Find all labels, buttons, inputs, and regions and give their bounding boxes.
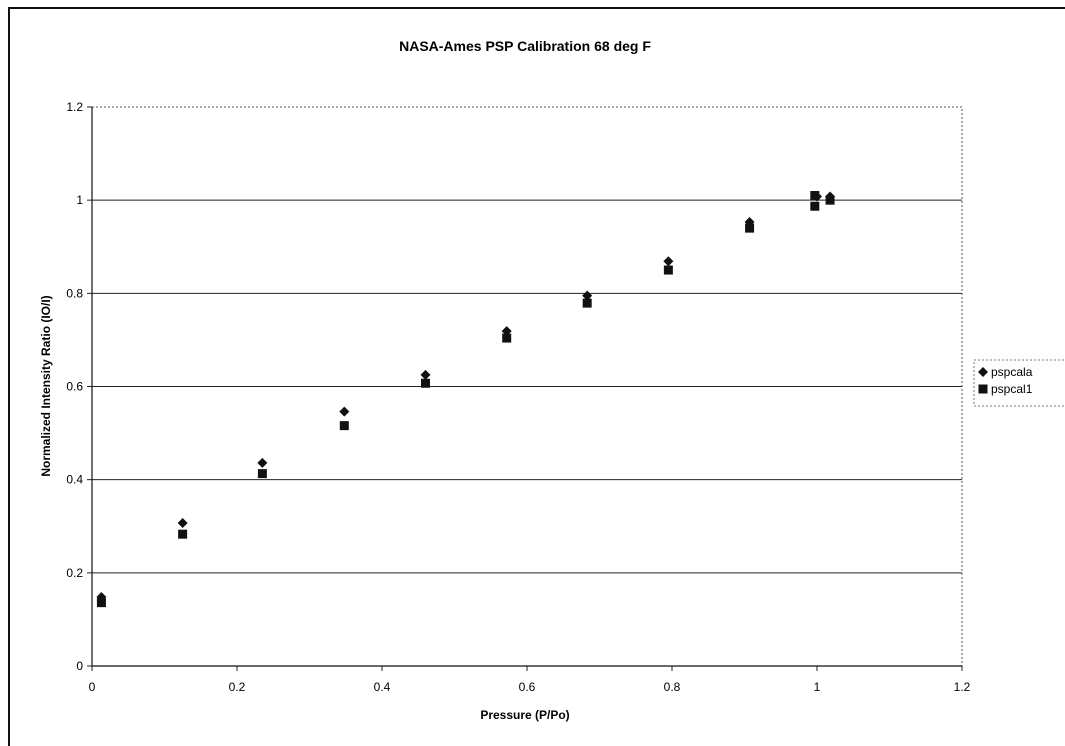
pspcala-point xyxy=(339,406,350,417)
pspcala-point xyxy=(257,457,268,468)
pspcala-point xyxy=(501,326,512,337)
x-tick-label: 0.8 xyxy=(664,680,681,694)
y-tick-label: 0.4 xyxy=(66,473,83,487)
y-tick-label: 0.8 xyxy=(66,286,83,300)
pspcala-point xyxy=(177,517,188,528)
pspcala-point xyxy=(825,191,836,202)
y-tick-label: 0.2 xyxy=(66,566,83,580)
pspcal1-point xyxy=(745,223,755,233)
chart-title: NASA-Ames PSP Calibration 68 deg F xyxy=(399,38,651,54)
x-tick-label: 0.6 xyxy=(519,680,536,694)
pspcala-point xyxy=(812,191,822,202)
x-tick-label: 0.4 xyxy=(374,680,391,694)
pspcal1-point xyxy=(663,265,673,275)
x-tick-label: 1.2 xyxy=(954,680,971,694)
y-tick-label: 1.2 xyxy=(66,100,83,114)
x-tick-label: 0.2 xyxy=(229,680,246,694)
pspcala-point xyxy=(744,217,755,228)
pspcala-point xyxy=(420,369,431,380)
legend-box xyxy=(973,359,1065,407)
pspcal1-point xyxy=(502,333,512,343)
pspcal1-legend-marker xyxy=(978,384,988,394)
legend-label: pspcal1 xyxy=(991,382,1033,396)
pspcala-point xyxy=(96,592,107,603)
axes xyxy=(87,106,963,671)
chart-frame xyxy=(8,7,1065,746)
legend-label: pspcala xyxy=(991,365,1033,379)
x-axis-label: Pressure (P/Po) xyxy=(480,708,569,722)
legend: pspcala pspcal1 xyxy=(973,359,1065,407)
pspcala-point xyxy=(582,290,593,301)
x-tick-label: 0 xyxy=(89,680,96,694)
pspcala-point xyxy=(663,256,674,267)
pspcal1-point xyxy=(810,201,820,211)
x-tick-label: 1 xyxy=(814,680,821,694)
pspcal1-point xyxy=(582,298,592,308)
data-points xyxy=(96,191,836,608)
gridlines xyxy=(92,199,962,574)
pspcal1-point xyxy=(257,469,267,479)
pspcala-legend-marker xyxy=(978,367,988,377)
tick-labels: 0 0.2 0.4 0.6 0.8 1 1.2 0 0.2 0.4 0.6 0.8 1 1.2 xyxy=(66,100,970,694)
pspcal1-point xyxy=(96,598,106,608)
y-tick-label: 0.6 xyxy=(66,380,83,394)
pspcal1-point xyxy=(178,529,188,539)
y-tick-label: 1 xyxy=(76,193,83,207)
pspcal1-point xyxy=(339,421,349,431)
pspcal1-point xyxy=(421,378,430,388)
y-tick-label: 0 xyxy=(76,659,83,673)
y-axis-label: Normalized Intensity Ratio (IO/I) xyxy=(39,295,53,476)
